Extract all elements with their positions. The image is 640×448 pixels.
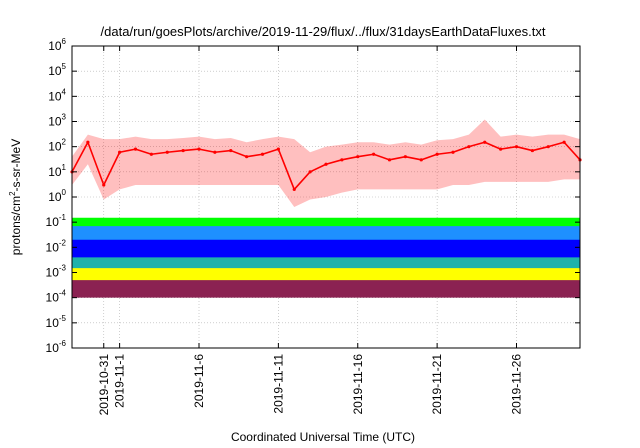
flux-point [133,147,138,151]
y-tick-label: 10-5 [46,314,67,330]
flux-point [260,152,265,156]
flux-point [181,148,185,153]
flux-point [308,170,312,174]
flux-point [276,147,280,151]
y-tick-label: 101 [48,163,66,179]
flux-point [451,150,455,154]
y-tick-label: 105 [48,62,66,78]
y-tick-label-base: 10 [46,240,60,254]
flux-point [403,155,407,159]
y-tick-label-exponent: 4 [62,87,67,96]
flux-point [356,155,360,159]
x-tick-label: 2019-11-16 [351,354,365,415]
y-tick-label-exponent: 5 [62,62,67,71]
flux-point [292,187,296,192]
flux-point [435,152,439,156]
x-axis-label: Coordinated Universal Time (UTC) [231,430,415,444]
y-tick-label-base: 10 [48,165,62,179]
y-tick-label-base: 10 [48,140,62,154]
y-tick-label-base: 10 [46,341,60,355]
y-tick-label-base: 10 [48,115,62,129]
y-tick-label-base: 10 [46,266,60,280]
y-axis-label-main: protons/cm [9,196,23,255]
flux-point [245,155,249,159]
flux-point [229,148,233,153]
y-tick-label-exponent: -3 [59,264,67,273]
flux-point [102,183,106,187]
x-tick-label: 2019-10-31 [97,354,111,416]
flux-point [340,158,344,162]
y-tick-label-base: 10 [48,39,62,53]
y-axis-ticks: 10-610-510-410-310-210-11001011021031041… [46,37,580,355]
flux-point [149,152,153,156]
y-tick-label: 10-4 [46,289,67,305]
y-tick-label: 103 [48,113,66,129]
y-tick-label-base: 10 [48,64,62,78]
flux-band [72,239,580,261]
x-tick-label: 2019-11-11 [271,354,285,414]
y-tick-label-exponent: 3 [62,113,67,122]
flux-point [213,150,217,154]
flux-point [546,145,550,149]
flux-point [118,150,122,154]
x-axis-ticks: 2019-10-31 2019-11-1 2019-11-6 2019-11-11 20… [97,46,524,415]
x-tick-label: 2019-11-6 [192,354,206,408]
y-tick-label-exponent: 2 [62,138,67,147]
y-tick-label-exponent: 1 [62,163,67,172]
flux-point [324,162,328,166]
y-tick-label-exponent: -1 [59,213,67,222]
flux-point [514,145,519,149]
flux-band [72,280,580,298]
flux-point [562,140,566,144]
y-tick-label-exponent: -6 [59,339,67,348]
x-tick-label: 2019-11-21 [430,354,444,415]
series-layer [70,119,582,298]
x-tick-label: 2019-11-26 [510,354,524,415]
flux-point [387,158,392,162]
y-axis-label-superscript: 2 [8,191,17,196]
flux-point [165,150,169,154]
y-tick-label-exponent: -5 [59,314,67,323]
y-tick-label: 106 [48,37,66,53]
y-tick-label-exponent: -2 [59,238,67,247]
y-tick-label-base: 10 [48,89,62,103]
chart-title: /data/run/goesPlots/archive/2019-11-29/f… [101,24,546,39]
y-tick-label: 104 [48,87,66,103]
y-tick-label-exponent: 0 [62,188,67,197]
flux-point [467,145,471,149]
flux-point [86,140,90,144]
y-axis-label: protons/cm2-s-sr-MeV [8,139,23,255]
flux-point [530,148,534,153]
y-tick-label: 102 [48,138,66,154]
flux-point [372,152,376,156]
flux-point [483,140,487,144]
y-tick-label: 10-2 [46,238,67,254]
flux-point [197,147,201,151]
y-tick-label-exponent: -4 [59,289,67,298]
y-tick-label-base: 10 [46,215,60,229]
y-tick-label-base: 10 [48,190,62,204]
flux-point [419,158,423,162]
y-tick-label-exponent: 6 [62,37,67,46]
y-tick-label-base: 10 [46,291,60,305]
y-axis-label-rest: -s-sr-MeV [9,139,23,192]
flux-point [499,147,503,151]
y-tick-label: 10-6 [46,339,67,355]
y-tick-label: 10-1 [46,213,67,229]
y-tick-label: 10-3 [46,264,67,280]
y-tick-label-base: 10 [46,316,60,330]
flux-band [72,268,580,283]
y-tick-label: 100 [48,188,66,204]
x-tick-label: 2019-11-1 [113,354,127,408]
